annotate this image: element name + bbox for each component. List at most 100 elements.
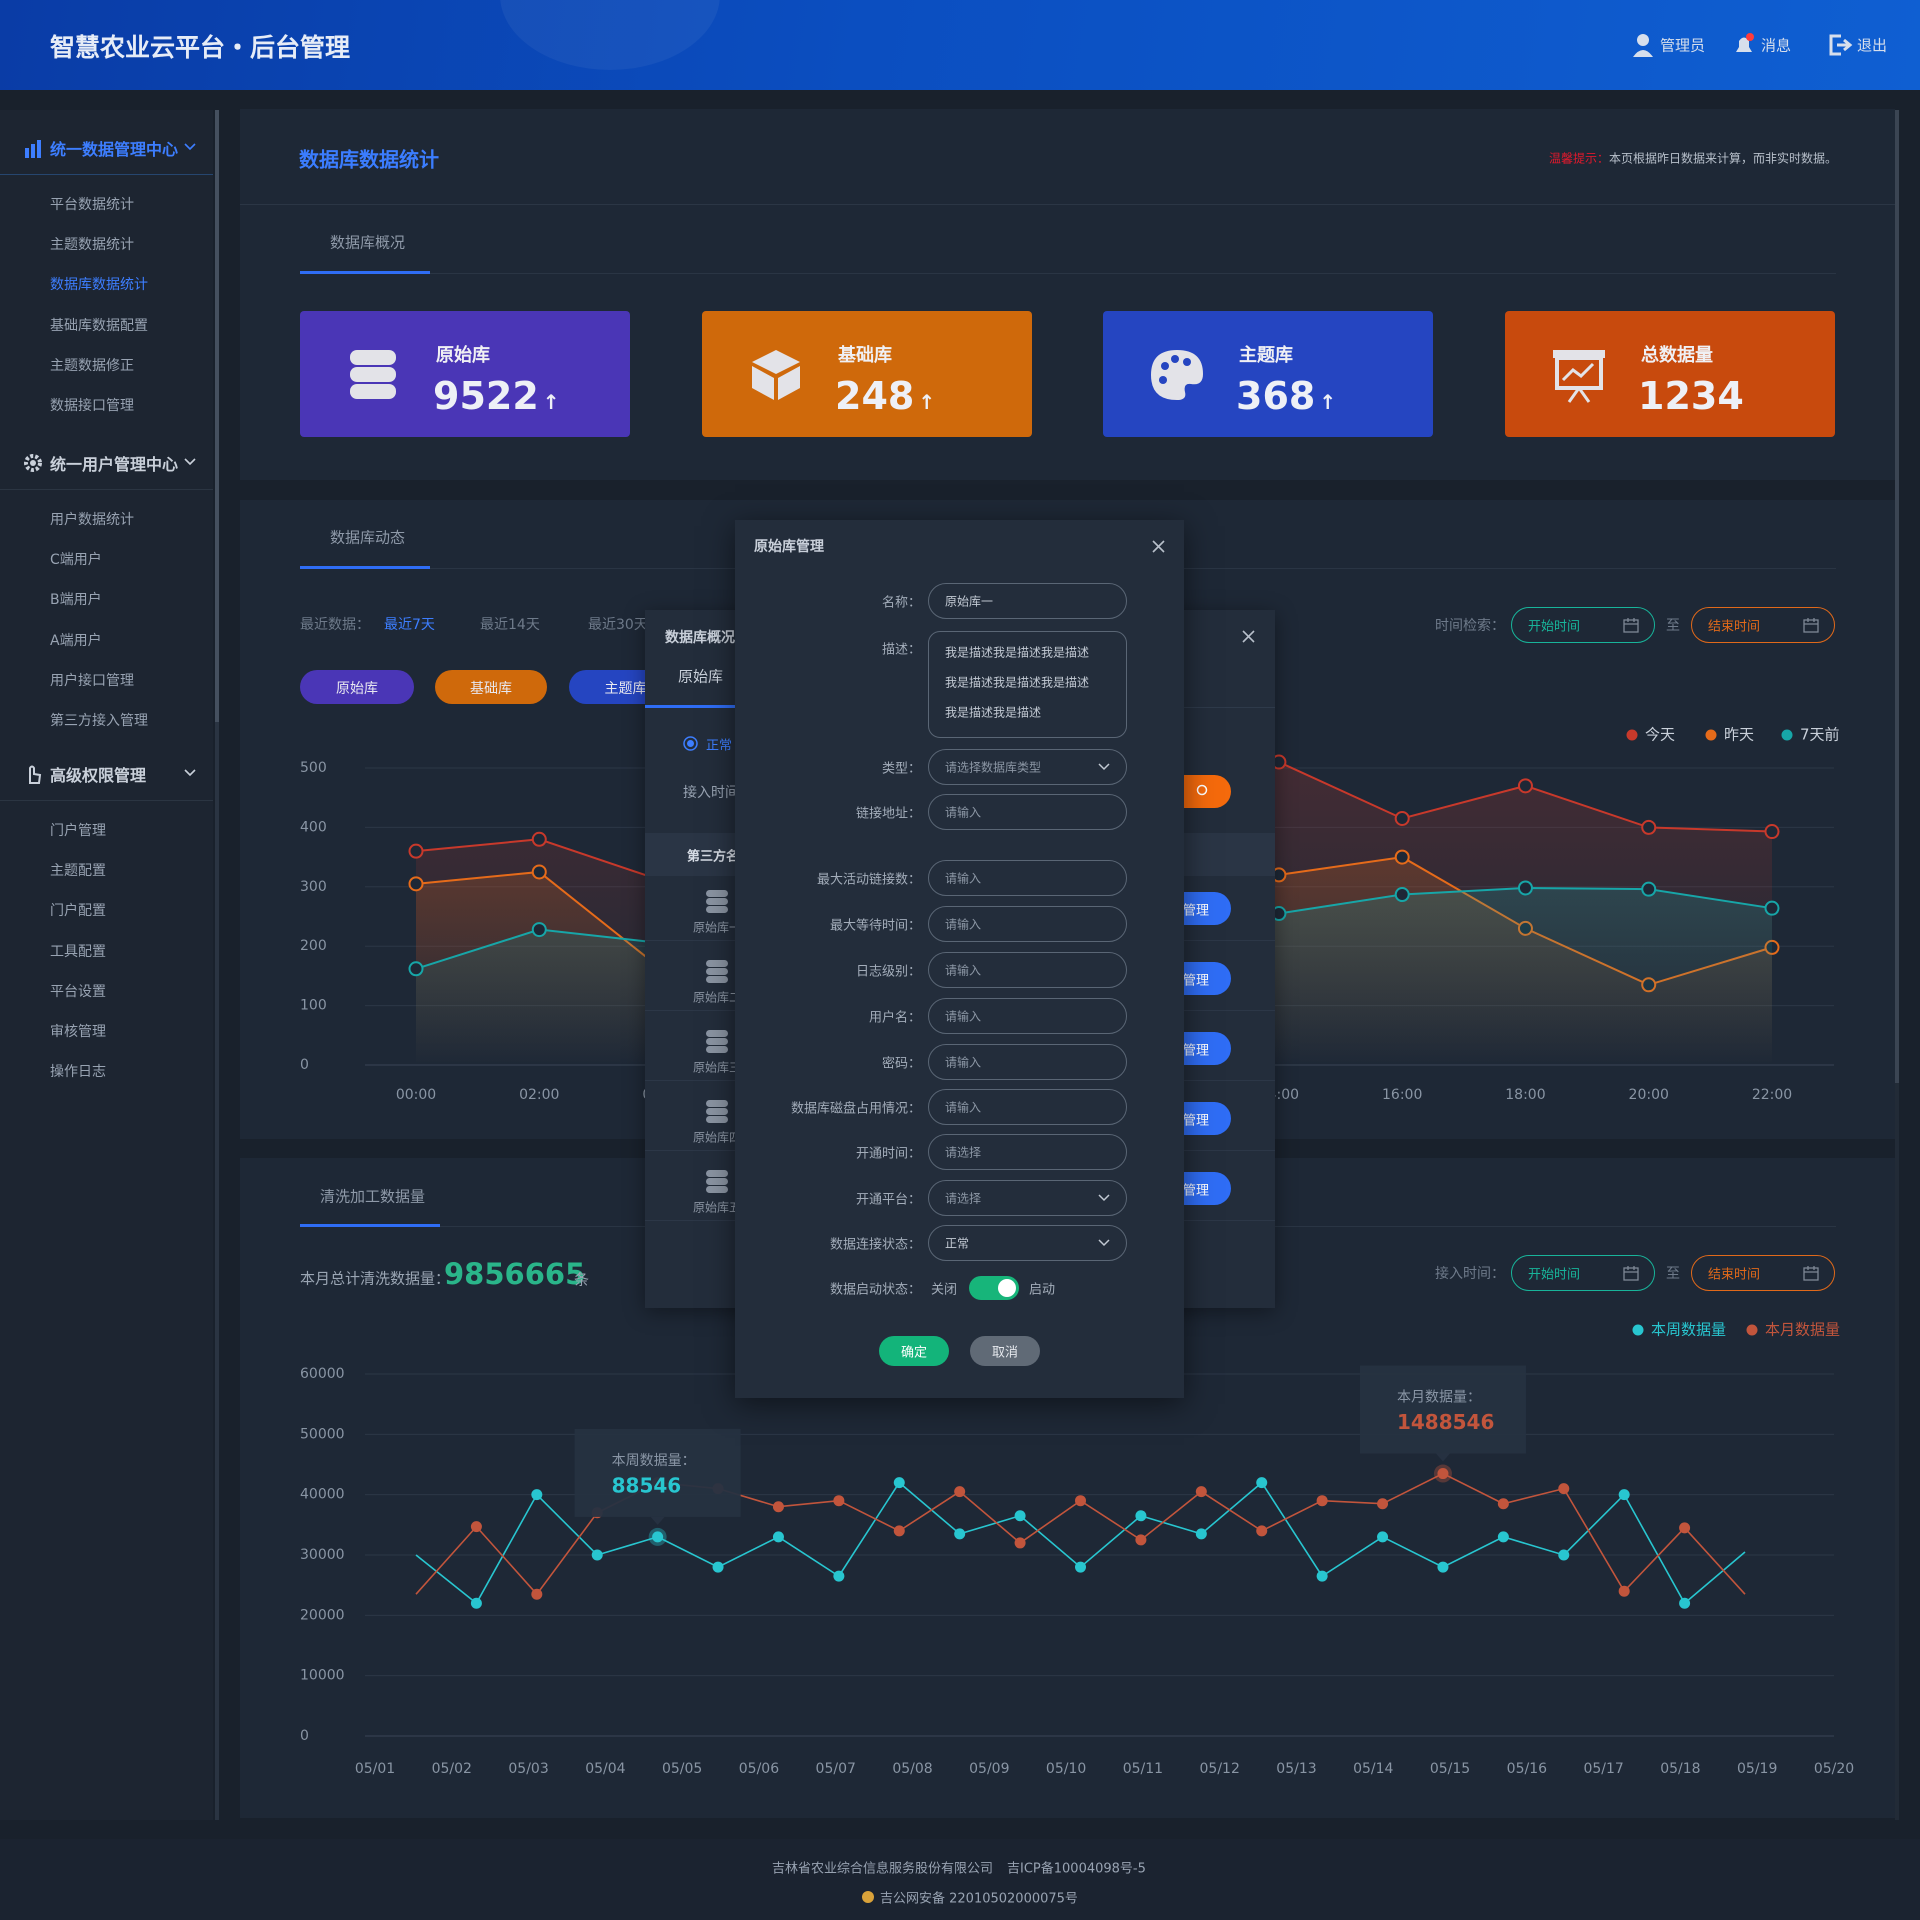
field-placeholder: 请选择 xyxy=(945,1191,982,1206)
textarea-line: 我是描述我是描述 xyxy=(945,705,1042,720)
menu-item[interactable]: 主题数据修正 xyxy=(50,357,134,374)
header-action[interactable]: 管理员 xyxy=(1660,36,1706,55)
row-icon xyxy=(706,1100,728,1123)
manage-button[interactable] xyxy=(1176,1102,1231,1135)
y-tick-label: 500 xyxy=(300,760,327,776)
tooltip xyxy=(1359,1365,1526,1454)
menu-group-title[interactable]: 高级权限管理 xyxy=(50,766,147,785)
menu-item[interactable]: 基础库数据配置 xyxy=(50,317,148,334)
chevron[interactable] xyxy=(184,143,196,151)
search-button[interactable] xyxy=(1184,775,1231,808)
chip[interactable] xyxy=(435,670,547,704)
menu-item[interactable]: 平台设置 xyxy=(50,983,106,1000)
card-value: 1234 xyxy=(1638,374,1744,418)
legend-swatch xyxy=(1746,1324,1758,1336)
range-option[interactable]: 最近7天 xyxy=(384,617,435,633)
row-icon xyxy=(706,1030,728,1053)
field-placeholder: 请输入 xyxy=(945,1100,982,1115)
radio[interactable] xyxy=(683,736,698,751)
menu-item[interactable]: C端用户 xyxy=(50,552,102,569)
date-input[interactable] xyxy=(1511,607,1655,643)
date-input[interactable] xyxy=(1511,1255,1655,1291)
data-point xyxy=(1075,1561,1086,1573)
row-name: 原始库五 xyxy=(692,1200,742,1215)
manage-button[interactable] xyxy=(1176,962,1231,995)
text-input[interactable] xyxy=(928,998,1127,1034)
close-button[interactable] xyxy=(1152,540,1165,553)
header-action[interactable]: 消息 xyxy=(1761,36,1792,55)
cancel-button[interactable] xyxy=(970,1336,1040,1366)
menu-item[interactable]: 主题配置 xyxy=(50,863,106,880)
modal-tab[interactable]: 原始库 xyxy=(678,667,724,686)
x-tick-label: 05/07 xyxy=(816,1761,856,1777)
text-input[interactable] xyxy=(928,952,1127,988)
select[interactable] xyxy=(928,749,1127,785)
x-tick-label: 05/11 xyxy=(1123,1761,1163,1777)
header-icon[interactable] xyxy=(1829,33,1853,57)
range-option[interactable]: 最近14天 xyxy=(480,617,540,633)
manage-button[interactable] xyxy=(1176,1172,1231,1205)
text-input[interactable] xyxy=(928,1089,1127,1125)
header-icon[interactable] xyxy=(1632,33,1654,57)
header-action[interactable]: 退出 xyxy=(1857,36,1888,55)
menu-item[interactable]: 门户配置 xyxy=(50,903,106,920)
menu-item[interactable]: 用户数据统计 xyxy=(50,512,134,528)
menu-item[interactable]: 审核管理 xyxy=(50,1024,106,1040)
tab[interactable]: 数据库动态 xyxy=(330,528,406,547)
chevron-icon xyxy=(1098,1239,1110,1247)
tooltip xyxy=(574,1428,741,1517)
close-button[interactable] xyxy=(1242,630,1255,643)
y-tick-label: 60000 xyxy=(300,1366,345,1382)
card-arrow: ↑ xyxy=(542,390,560,414)
header-icon[interactable] xyxy=(1733,33,1755,57)
radio-dot xyxy=(687,740,694,747)
menu-group-title[interactable]: 统一用户管理中心 xyxy=(50,455,179,474)
menu-item[interactable]: 操作日志 xyxy=(50,1064,106,1081)
tab[interactable]: 数据库概况 xyxy=(330,233,406,252)
menu-item[interactable]: 数据库数据统计 xyxy=(50,277,148,294)
text-input[interactable] xyxy=(928,1134,1127,1170)
toggle-switch[interactable] xyxy=(969,1276,1019,1300)
text-input[interactable] xyxy=(928,860,1127,896)
confirm-button[interactable] xyxy=(879,1336,949,1366)
chip[interactable] xyxy=(300,670,414,704)
chevron[interactable] xyxy=(184,769,196,777)
menu-item[interactable]: 数据接口管理 xyxy=(50,398,134,414)
menu-item[interactable]: A端用户 xyxy=(50,632,102,649)
menu-item[interactable]: 用户接口管理 xyxy=(50,672,134,689)
tab[interactable]: 清洗加工数据量 xyxy=(320,1187,426,1206)
menu-item[interactable]: 主题数据统计 xyxy=(50,237,134,254)
select[interactable] xyxy=(928,1225,1127,1261)
range-option[interactable]: 最近30天 xyxy=(588,617,648,633)
field-label: 描述： xyxy=(881,642,921,658)
gear-icon xyxy=(24,454,42,472)
select[interactable] xyxy=(928,1180,1127,1216)
tab-underline xyxy=(300,271,430,274)
menu-group-title[interactable]: 统一数据管理中心 xyxy=(50,140,179,159)
menu-item[interactable]: 平台数据统计 xyxy=(50,197,134,213)
text-input[interactable] xyxy=(928,1044,1127,1080)
menu-item[interactable]: 工具配置 xyxy=(50,943,106,960)
menu-item[interactable]: B端用户 xyxy=(50,592,102,609)
chip-label: 主题库 xyxy=(604,681,647,697)
date-input[interactable] xyxy=(1691,1255,1835,1291)
menu-item[interactable]: 第三方接入管理 xyxy=(50,713,148,729)
textarea[interactable] xyxy=(928,631,1127,738)
search-label: 接入时间： xyxy=(1435,1266,1505,1282)
manage-button[interactable] xyxy=(1176,1032,1231,1065)
menu-item[interactable]: 门户管理 xyxy=(50,823,106,839)
field-placeholder: 请选择数据库类型 xyxy=(945,760,1042,775)
date-input[interactable] xyxy=(1691,607,1835,643)
manage-label: 管理 xyxy=(1182,973,1210,989)
legend-swatch xyxy=(1705,729,1717,741)
card-value-wrap: 9522 ↑ xyxy=(433,374,560,418)
x-tick-label: 05/06 xyxy=(739,1761,779,1777)
total-label: 本月总计清洗数据量： xyxy=(300,1269,451,1288)
tab-underline xyxy=(300,1224,440,1227)
chevron[interactable] xyxy=(184,458,196,466)
text-input[interactable] xyxy=(928,794,1127,830)
manage-button[interactable] xyxy=(1176,892,1231,925)
row-icon xyxy=(706,960,728,983)
text-input[interactable] xyxy=(928,906,1127,942)
text-input[interactable] xyxy=(928,583,1127,619)
